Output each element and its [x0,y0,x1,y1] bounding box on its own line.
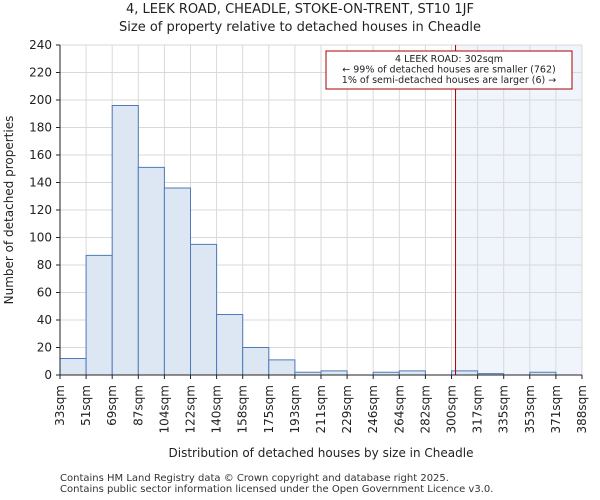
x-tick-label: 87sqm [131,385,145,426]
y-tick-label: 120 [29,203,52,217]
annotation-line: 4 LEEK ROAD: 302sqm [395,54,503,65]
x-tick-label: 33sqm [53,385,67,426]
bar [216,314,244,376]
x-tick-label: 140sqm [210,385,224,433]
bar [59,358,87,376]
x-tick-label: 388sqm [575,385,589,433]
bar [242,347,270,376]
annotation-line: ← 99% of detached houses are smaller (76… [342,65,555,76]
footer-line-1: Contains HM Land Registry data © Crown c… [60,473,449,484]
x-tick-label: 69sqm [105,385,119,426]
x-tick-label: 211sqm [314,385,328,433]
bar [268,359,296,376]
x-tick-label: 371sqm [549,385,563,433]
y-tick-label: 100 [29,231,52,245]
annotation-box [325,50,573,90]
bar [137,166,165,376]
x-tick-label: 229sqm [340,385,354,433]
x-tick-label: 353sqm [523,385,537,433]
bar [320,370,348,376]
x-tick-label: 104sqm [157,385,171,433]
y-tick-label: 80 [37,258,52,272]
footer-line-2: Contains public sector information licen… [60,484,494,495]
x-tick-label: 317sqm [471,385,485,433]
y-tick-label: 60 [37,286,52,300]
y-tick-label: 20 [37,341,52,355]
y-tick-label: 40 [37,313,52,327]
x-tick-label: 246sqm [366,385,380,433]
y-tick-label: 160 [29,148,52,162]
y-tick-label: 140 [29,176,52,190]
x-tick-label: 51sqm [79,385,93,426]
y-tick-label: 200 [29,93,52,107]
annotation-line: 1% of semi-detached houses are larger (6… [342,75,556,86]
bar [85,254,113,376]
x-axis-label: Distribution of detached houses by size … [169,446,474,460]
chart-title: 4, LEEK ROAD, CHEADLE, STOKE-ON-TRENT, S… [126,2,474,17]
x-tick-label: 193sqm [288,385,302,433]
x-tick-label: 158sqm [236,385,250,433]
y-axis-label: Number of detached properties [2,116,16,305]
x-tick-label: 300sqm [445,385,459,433]
y-tick-label: 0 [44,368,52,382]
y-tick-label: 180 [29,121,52,135]
x-tick-label: 122sqm [184,385,198,433]
y-tick-label: 240 [29,38,52,52]
bar [190,243,218,376]
x-tick-label: 335sqm [497,385,511,433]
x-tick-label: 175sqm [262,385,276,433]
x-tick-label: 282sqm [418,385,432,433]
bar [111,105,139,376]
bar [398,370,426,376]
x-tick-label: 264sqm [392,385,406,433]
chart-subtitle: Size of property relative to detached ho… [119,20,481,35]
bar [163,187,191,376]
y-tick-label: 220 [29,66,52,80]
